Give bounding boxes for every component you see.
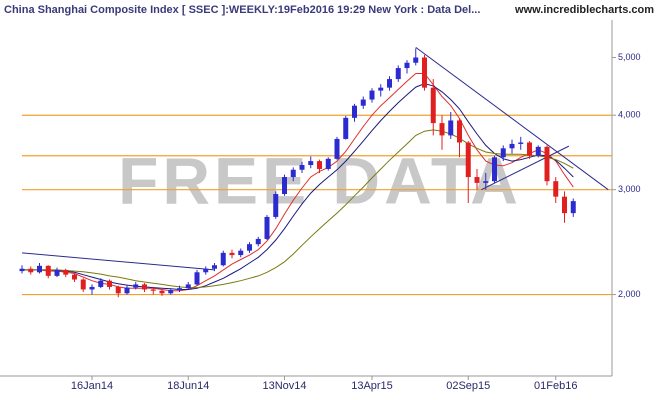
candle-body [343,117,349,139]
candle-body [273,194,279,217]
candle-body [282,177,287,195]
candle-body [334,138,340,159]
trendline [415,46,609,191]
candle-body [194,272,200,285]
candle-body [325,158,331,169]
candle-body [220,252,226,266]
candle-body [212,265,217,269]
candle-body [19,268,25,272]
candle-body [448,120,454,136]
candle-body [133,284,139,288]
candle-body [229,252,235,256]
x-tick-label: 13Nov14 [262,380,306,392]
candle-body [352,105,357,118]
candle-body [255,238,261,245]
candle-body [413,57,419,63]
candle-body [509,143,515,149]
candle-body [168,290,174,294]
y-tick-label: 5,000 [618,52,641,62]
y-tick-label: 3,000 [618,184,641,194]
candle-body [439,123,445,136]
candle-body [518,142,524,144]
candle-body [570,201,576,214]
candle-body [177,288,182,291]
candle-body [360,99,366,106]
moving-average [22,129,574,289]
trendline [481,145,570,191]
candle-body [247,244,252,251]
candle-body [422,57,427,88]
candle-body [492,157,497,182]
candle-body [115,286,121,294]
moving-average [22,83,574,290]
candle-body [500,148,506,158]
candle-body [562,196,567,214]
candle-body [290,169,296,178]
chart-title: China Shanghai Composite Index [ SSEC ]:… [4,4,480,16]
candle-body [457,120,462,143]
candle-body [264,216,270,239]
candle-body [527,142,532,156]
candle-body [378,87,384,91]
candle-body [124,287,130,294]
candle-body [544,146,550,182]
y-tick-label: 2,000 [618,289,641,299]
candle-body [63,269,69,275]
candle-body [535,146,541,156]
candle-body [308,161,314,166]
candle-body [28,268,34,273]
trendline [21,252,215,271]
candle-body [553,181,559,197]
candle-body [107,280,112,287]
x-tick-label: 16Jan14 [71,380,113,392]
source-link[interactable]: www.incrediblecharts.com [514,4,654,16]
x-tick-label: 18Jun14 [167,380,209,392]
candle-body [54,269,60,276]
candle-body [150,289,156,291]
candle-body [159,290,165,294]
candle-body [404,62,410,69]
candle-body [299,165,305,170]
candle-body [80,279,86,290]
candle-body [369,90,375,100]
candle-body [387,79,392,88]
candle-body [185,284,191,289]
moving-average [22,73,574,292]
candle-body [430,87,436,124]
candle-body [238,250,244,256]
x-tick-label: 02Sep15 [446,380,490,392]
candle-body [483,181,489,183]
watermark: FREE DATA [118,143,522,217]
candle-body [45,265,51,276]
candle-body [317,161,322,169]
candle-body [89,286,95,290]
candle-body [395,68,401,80]
candle-body [37,265,42,273]
candle-body [142,284,147,290]
candle-body [474,177,480,183]
candle-body [98,280,104,287]
x-tick-label: 01Feb16 [534,380,577,392]
candle-body [203,268,209,273]
candle-body [465,142,471,178]
y-tick-label: 4,000 [618,110,641,120]
x-tick-label: 13Apr15 [351,380,393,392]
candle-body [72,274,77,280]
